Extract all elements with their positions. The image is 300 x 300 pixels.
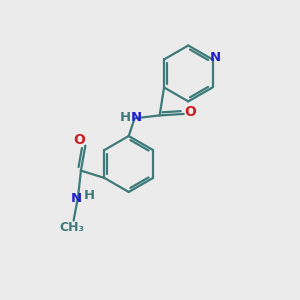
Text: H: H	[120, 111, 131, 124]
Text: N: N	[209, 52, 220, 64]
Text: N: N	[71, 192, 82, 205]
Text: CH₃: CH₃	[60, 220, 85, 234]
Text: O: O	[184, 106, 196, 119]
Text: H: H	[84, 189, 95, 202]
Text: N: N	[130, 111, 142, 124]
Text: O: O	[73, 133, 85, 147]
